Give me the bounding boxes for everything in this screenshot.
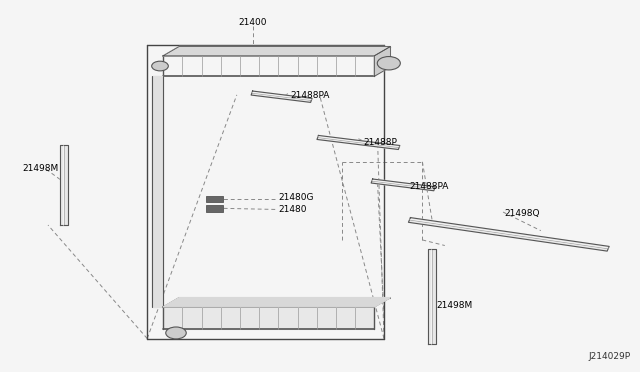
Text: 21488P: 21488P — [364, 138, 397, 147]
Polygon shape — [251, 91, 312, 102]
Text: 21498Q: 21498Q — [504, 209, 540, 218]
Polygon shape — [152, 76, 163, 307]
FancyBboxPatch shape — [206, 196, 223, 202]
Polygon shape — [163, 46, 390, 56]
Text: J214029P: J214029P — [588, 352, 630, 361]
Text: 21480G: 21480G — [278, 193, 314, 202]
Polygon shape — [428, 249, 436, 344]
Text: 21488PA: 21488PA — [290, 92, 330, 100]
Polygon shape — [60, 145, 68, 225]
Circle shape — [166, 327, 186, 339]
Text: 21498M: 21498M — [22, 164, 59, 173]
Text: 21400: 21400 — [239, 18, 267, 27]
Polygon shape — [371, 179, 435, 191]
Polygon shape — [163, 307, 374, 329]
Text: 21488PA: 21488PA — [410, 182, 449, 190]
Polygon shape — [374, 46, 390, 76]
Polygon shape — [317, 135, 400, 150]
Polygon shape — [408, 218, 609, 251]
Circle shape — [378, 57, 401, 70]
FancyBboxPatch shape — [206, 205, 223, 212]
Text: 21480: 21480 — [278, 205, 307, 214]
Polygon shape — [163, 298, 390, 307]
Text: 21498M: 21498M — [436, 301, 473, 310]
Circle shape — [152, 61, 168, 71]
